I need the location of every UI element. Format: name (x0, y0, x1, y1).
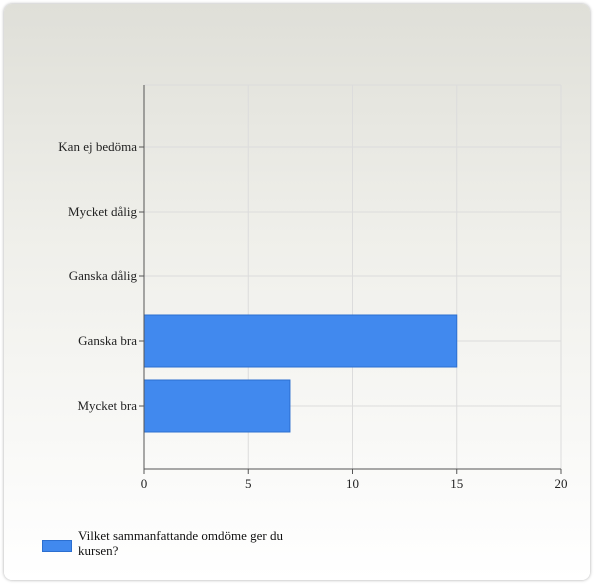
y-tick-label: Mycket dålig (68, 204, 137, 219)
legend: Vilket sammanfattande omdöme ger du kurs… (42, 528, 288, 558)
x-tick-label: 0 (141, 476, 148, 491)
chart-panel: Kan ej bedöma Mycket dålig Ganska dålig Gan… (4, 4, 590, 580)
bar-mycket-bra (143, 379, 291, 433)
x-tick-label: 20 (555, 476, 568, 491)
legend-label: Vilket sammanfattande omdöme ger du kurs… (78, 528, 283, 558)
y-tick-label: Kan ej bedöma (58, 139, 137, 154)
bar-ganska-bra (143, 314, 458, 368)
y-tick-label: Ganska bra (78, 333, 137, 348)
legend-swatch (42, 540, 72, 552)
x-tick-label: 15 (450, 476, 463, 491)
x-tick-label: 10 (346, 476, 359, 491)
y-tick-label: Mycket bra (77, 398, 137, 413)
bar-chart: Kan ej bedöma Mycket dålig Ganska dålig Gan… (58, 84, 568, 491)
x-tick-label: 5 (245, 476, 252, 491)
y-tick-label: Ganska dålig (69, 268, 138, 283)
